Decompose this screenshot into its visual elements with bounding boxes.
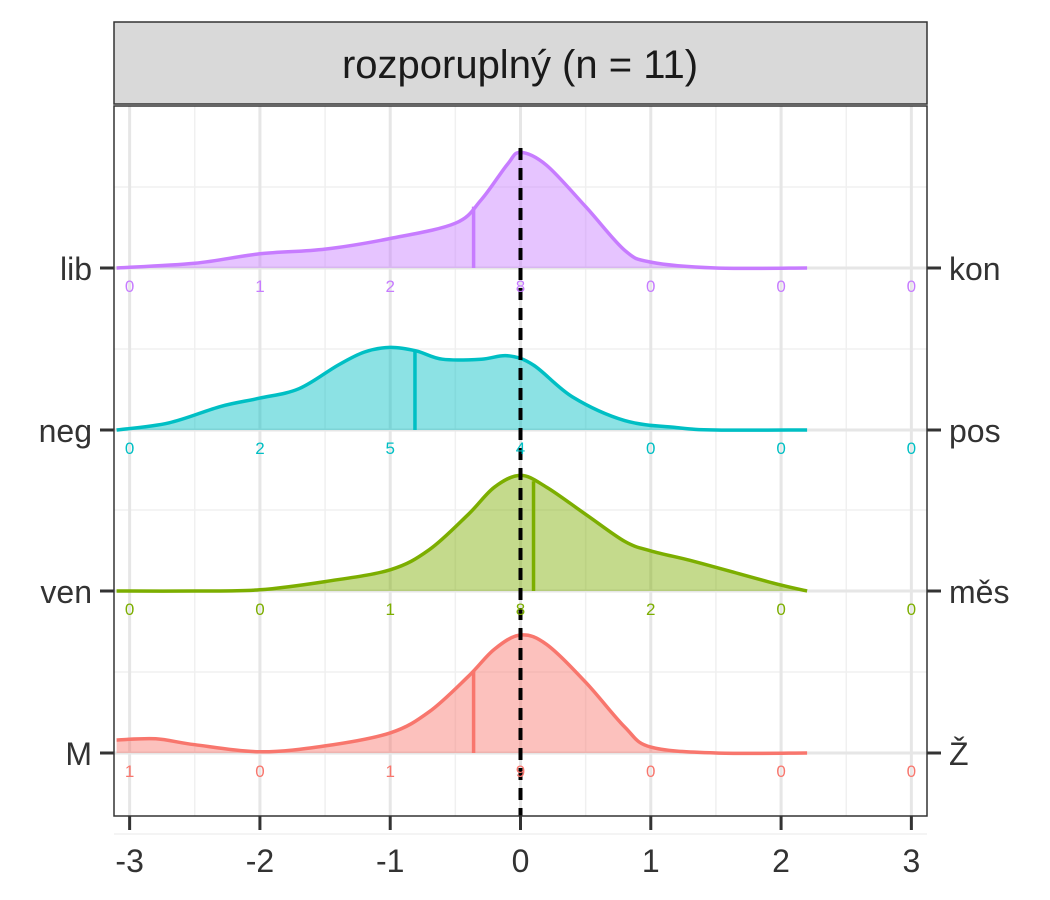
y-axis-right: kon pos měs Ž [927,251,1009,772]
y-label-left: lib [60,251,92,287]
count-label: 5 [385,439,394,458]
ridges [116,150,808,756]
y-label-right: měs [949,574,1009,610]
count-label: 8 [516,600,525,619]
density-line [116,150,808,271]
count-label: 0 [907,600,916,619]
y-label-right: pos [949,413,1001,449]
density-line [116,345,808,432]
count-label: 0 [646,762,655,781]
count-label: 2 [255,439,264,458]
count-label: 0 [125,439,134,458]
count-label: 1 [255,277,264,296]
x-tick-label: -3 [115,843,143,879]
count-label: 1 [385,600,394,619]
count-label: 0 [776,439,785,458]
count-label: 2 [385,277,394,296]
density-line [116,633,808,756]
count-label: 0 [907,277,916,296]
count-label: 0 [646,439,655,458]
count-label: 0 [255,600,264,619]
chart-title: rozporuplný (n = 11) [342,43,698,87]
count-label: 0 [776,600,785,619]
y-label-left: M [65,736,92,772]
x-tick-label: -2 [246,843,274,879]
x-axis: -3 -2 -1 0 1 2 3 [115,816,920,879]
x-tick-label: -1 [376,843,404,879]
count-label: 0 [776,277,785,296]
count-label: 0 [646,277,655,296]
count-label: 0 [255,762,264,781]
x-tick-label: 3 [902,843,920,879]
density-line [116,473,808,593]
count-label: 9 [516,762,525,781]
density-fill [116,634,808,754]
count-label: 2 [646,600,655,619]
count-label: 0 [125,277,134,296]
density-fill [116,347,808,431]
density-fill [116,475,808,592]
count-label: 0 [907,439,916,458]
y-label-left: neg [39,413,92,449]
y-label-right: Ž [949,736,969,772]
y-axis-left: lib neg ven M [39,251,114,772]
density-fill [116,152,808,269]
y-label-left: ven [40,574,92,610]
count-label: 1 [125,762,134,781]
x-tick-label: 0 [512,843,530,879]
count-label: 1 [385,762,394,781]
x-tick-label: 2 [772,843,790,879]
count-label: 8 [516,277,525,296]
strip-background [113,21,928,105]
count-label: 0 [907,762,916,781]
count-label: 0 [776,762,785,781]
x-tick-label: 1 [642,843,660,879]
y-label-right: kon [949,251,1001,287]
count-labels: 0 1 2 8 0 0 0 0 2 5 4 0 0 0 0 0 1 8 2 0 0 1 0 1 9 0 0 0 [125,277,916,781]
count-label: 0 [125,600,134,619]
count-label: 4 [516,439,525,458]
